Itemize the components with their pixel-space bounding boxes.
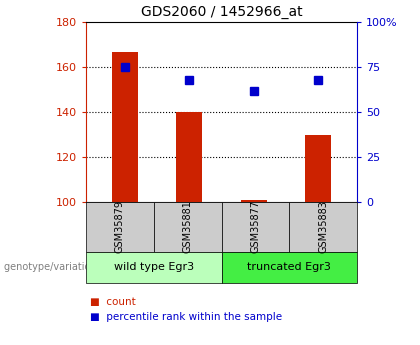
Text: GSM35879: GSM35879 [115, 200, 125, 253]
Text: ■  percentile rank within the sample: ■ percentile rank within the sample [90, 313, 282, 322]
Bar [112, 51, 138, 202]
Text: GSM35883: GSM35883 [318, 200, 328, 253]
Text: ■  count: ■ count [90, 297, 136, 307]
Title: GDS2060 / 1452966_at: GDS2060 / 1452966_at [141, 4, 302, 19]
Bar [241, 199, 267, 202]
Text: genotype/variation ▶: genotype/variation ▶ [4, 263, 108, 272]
Bar [305, 135, 331, 202]
Text: wild type Egr3: wild type Egr3 [114, 263, 194, 272]
Bar [176, 112, 202, 202]
Text: truncated Egr3: truncated Egr3 [247, 263, 331, 272]
Text: GSM35877: GSM35877 [250, 200, 260, 253]
Text: GSM35881: GSM35881 [183, 200, 193, 253]
